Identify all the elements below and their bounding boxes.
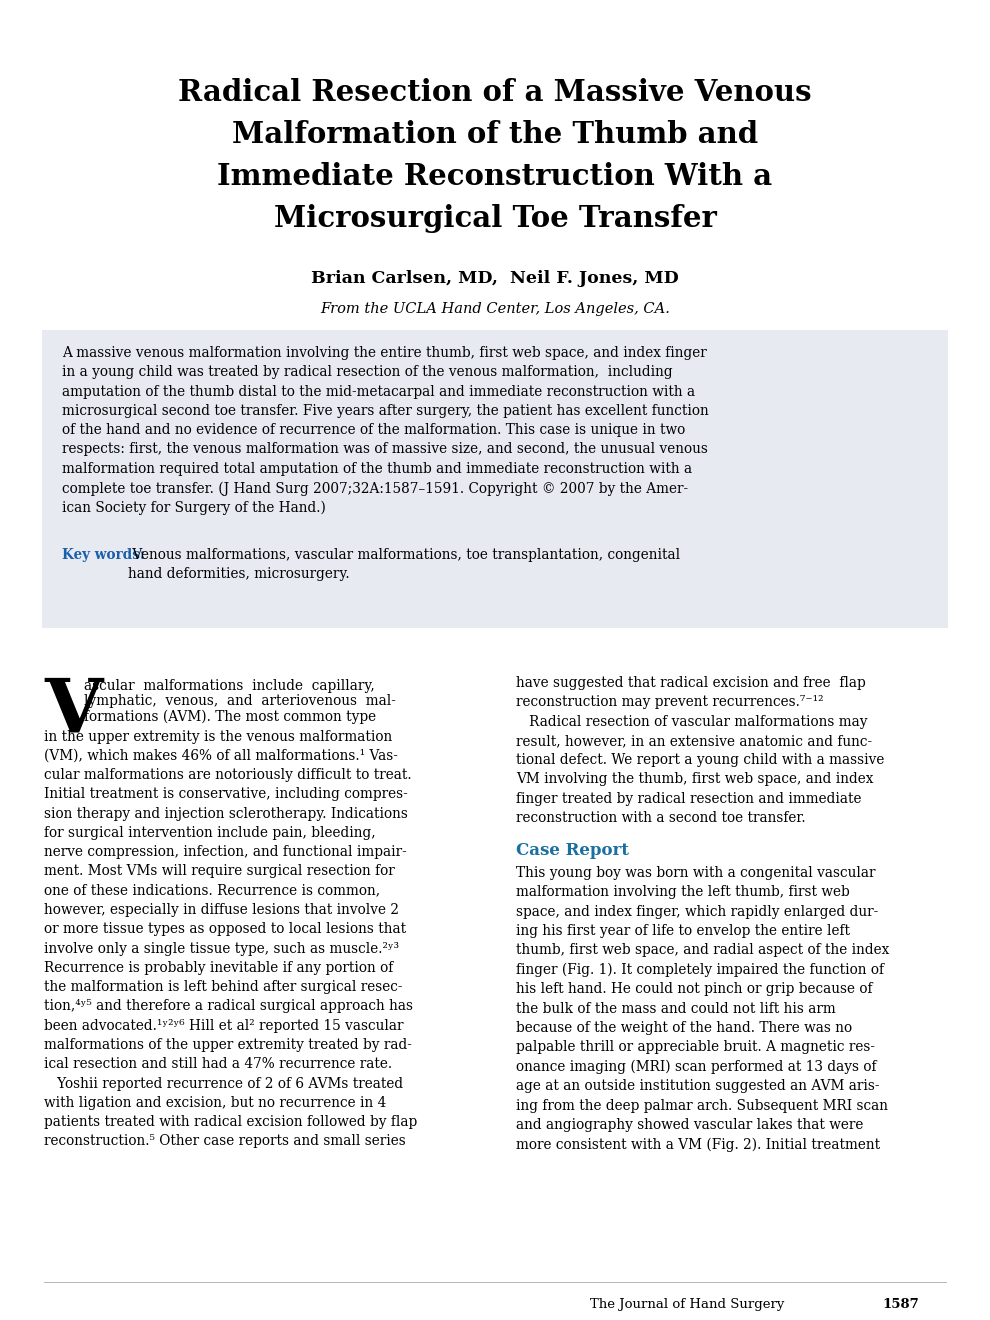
Text: formations (AVM). The most common type: formations (AVM). The most common type <box>84 710 376 725</box>
Text: Venous malformations, vascular malformations, toe transplantation, congenital
ha: Venous malformations, vascular malformat… <box>128 548 680 581</box>
Text: V: V <box>44 675 102 747</box>
Text: The Journal of Hand Surgery: The Journal of Hand Surgery <box>590 1298 784 1311</box>
Text: Immediate Reconstruction With a: Immediate Reconstruction With a <box>218 162 772 191</box>
Text: Radical Resection of a Massive Venous: Radical Resection of a Massive Venous <box>178 78 812 107</box>
Bar <box>42 330 948 628</box>
Text: From the UCLA Hand Center, Los Angeles, CA.: From the UCLA Hand Center, Los Angeles, … <box>320 302 670 315</box>
Text: ascular  malformations  include  capillary,: ascular malformations include capillary, <box>84 678 375 693</box>
Text: Brian Carlsen, MD,  Neil F. Jones, MD: Brian Carlsen, MD, Neil F. Jones, MD <box>311 271 679 286</box>
Text: This young boy was born with a congenital vascular
malformation involving the le: This young boy was born with a congenita… <box>516 866 889 1151</box>
Text: A massive venous malformation involving the entire thumb, first web space, and i: A massive venous malformation involving … <box>62 346 709 515</box>
Text: Microsurgical Toe Transfer: Microsurgical Toe Transfer <box>273 205 717 234</box>
Text: 1587: 1587 <box>882 1298 919 1311</box>
Text: Malformation of the Thumb and: Malformation of the Thumb and <box>232 120 758 149</box>
Text: lymphatic,  venous,  and  arteriovenous  mal-: lymphatic, venous, and arteriovenous mal… <box>84 694 396 709</box>
Text: have suggested that radical excision and free  flap
reconstruction may prevent r: have suggested that radical excision and… <box>516 676 884 825</box>
Text: Key words:: Key words: <box>62 548 145 562</box>
Text: Case Report: Case Report <box>516 842 629 859</box>
Text: in the upper extremity is the venous malformation
(VM), which makes 46% of all m: in the upper extremity is the venous mal… <box>44 730 417 1148</box>
